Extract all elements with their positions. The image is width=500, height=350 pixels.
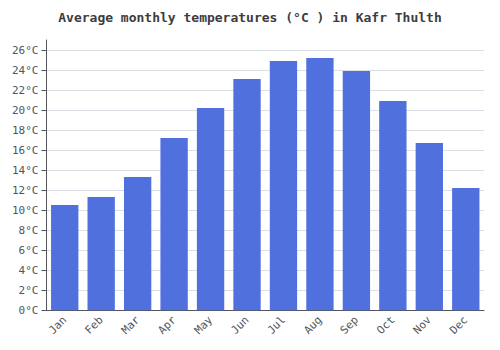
svg-text:8°C: 8°C (19, 224, 39, 237)
svg-text:Nov: Nov (411, 313, 434, 336)
svg-text:Jun: Jun (228, 314, 251, 337)
svg-text:24°C: 24°C (12, 64, 39, 77)
svg-text:Feb: Feb (83, 314, 106, 337)
svg-text:Aug: Aug (301, 314, 324, 337)
svg-text:18°C: 18°C (12, 124, 39, 137)
svg-text:2°C: 2°C (19, 284, 39, 297)
svg-text:Oct: Oct (374, 314, 397, 337)
svg-text:12°C: 12°C (12, 184, 39, 197)
svg-text:20°C: 20°C (12, 104, 39, 117)
svg-text:Apr: Apr (155, 313, 178, 336)
svg-text:6°C: 6°C (19, 244, 39, 257)
svg-text:Sep: Sep (338, 314, 361, 337)
svg-text:16°C: 16°C (12, 144, 39, 157)
svg-text:0°C: 0°C (19, 304, 39, 317)
svg-text:Jul: Jul (265, 314, 288, 337)
svg-text:26°C: 26°C (12, 44, 39, 57)
svg-text:Average monthly temperatures (: Average monthly temperatures (°C ) in Ka… (58, 10, 442, 25)
svg-text:14°C: 14°C (12, 164, 39, 177)
svg-text:22°C: 22°C (12, 84, 39, 97)
svg-text:4°C: 4°C (19, 264, 39, 277)
svg-text:Dec: Dec (447, 314, 470, 337)
svg-text:May: May (192, 313, 215, 336)
svg-text:Jan: Jan (46, 314, 69, 337)
svg-text:Mar: Mar (119, 313, 142, 336)
svg-text:10°C: 10°C (12, 204, 39, 217)
